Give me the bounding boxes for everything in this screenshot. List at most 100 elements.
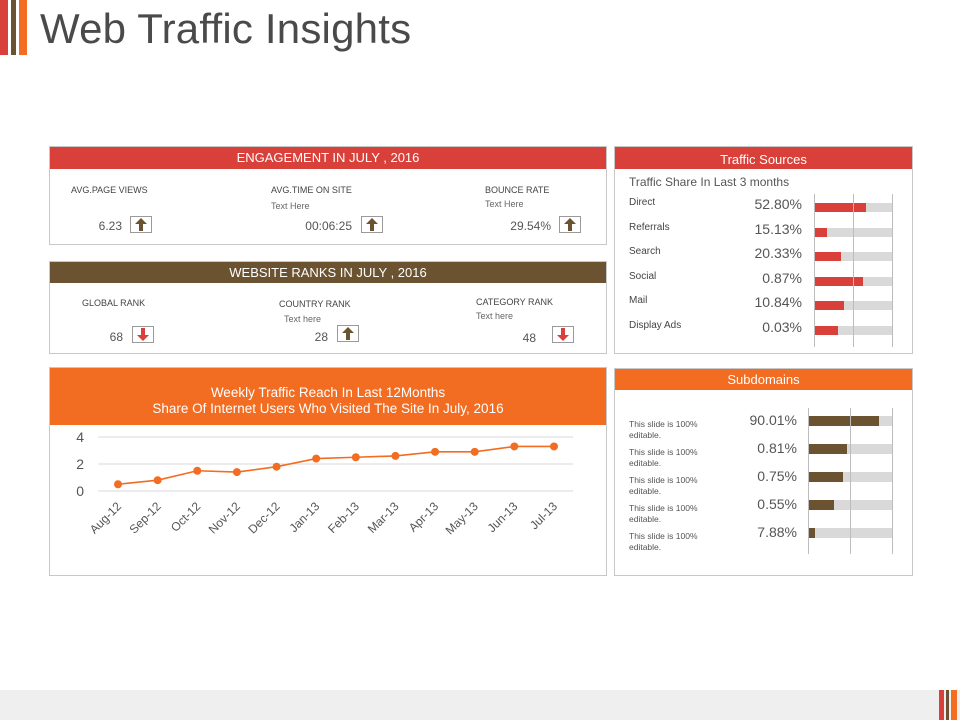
subdomain-label: This slide is 100% editable. [629,531,698,552]
traffic-source-label: Mail [629,295,648,306]
x-tick-label: Jul-13 [527,499,560,532]
footer-accent-bar-2 [946,690,949,720]
kpi-sub: Text here [284,314,322,324]
kpi-value: 29.54% [510,219,551,233]
subdomain-value: 0.55% [757,496,797,512]
title-accent-bar-3 [19,0,27,55]
kpi-label: BOUNCE RATE [485,185,550,195]
traffic-source-label: Referrals [629,221,670,233]
subdomains-panel: Subdomains This slide is 100% editable. 9… [614,368,913,576]
data-point [272,462,281,471]
traffic-source-bar [814,227,827,237]
subdomain-value: 90.01% [749,412,797,428]
engagement-header: ENGAGEMENT IN JULY , 2016 [50,147,606,169]
data-point [114,480,122,489]
x-tick-label: Oct-12 [168,499,204,535]
trend-up-icon [337,325,359,342]
trend-up-icon [559,216,581,233]
title-accent-bar-2 [11,0,16,55]
traffic-source-label: Display Ads [629,319,682,331]
kpi-value: 68 [109,330,123,344]
subdomain-bar [808,416,879,426]
subdomain-bar [808,472,843,482]
subdomain-label: This slide is 100% editable. [629,447,698,468]
bar-gridline [814,194,815,347]
y-tick-label: 2 [76,456,84,472]
series-line [117,445,554,486]
y-tick-label: 0 [76,483,84,499]
kpi-value: 48 [522,331,536,345]
engagement-panel: ENGAGEMENT IN JULY , 2016 AVG.PAGE VIEWS… [49,146,607,245]
chart-title-line-1: Weekly Traffic Reach In Last 12Months [210,385,446,400]
subdomain-bar [808,500,834,510]
weekly-traffic-panel: Weekly Traffic Reach In Last 12Months Sh… [49,367,607,576]
kpi-value: 00:06:25 [305,219,352,233]
kpi-sub: Text Here [271,201,310,211]
traffic-source-value: 15.13% [754,220,802,237]
traffic-source-bar [814,252,841,261]
trend-down-icon [132,326,154,343]
kpi-value: 6.23 [98,219,122,233]
weekly-traffic-line-chart: 0 2 4 Aug-12 Sep-12 Oct-12 Nov-12 Dec-12 Jan-13 F… [76,429,573,537]
traffic-source-bar [814,203,866,212]
traffic-source-bar [814,325,838,335]
x-tick-label: Jan-13 [286,499,322,535]
traffic-sources-subtitle: Traffic Share In Last 3 months [629,175,790,189]
bar-gridline [808,408,809,554]
traffic-source-value: 0.03% [762,318,802,335]
trend-down-icon [552,326,574,343]
data-point [153,476,162,485]
traffic-source-label: Search [629,246,661,257]
traffic-sources-header: Traffic Sources [615,147,912,169]
traffic-source-bar [814,301,844,310]
kpi-sub: Text Here [485,199,524,209]
subdomains-header: Subdomains [615,369,912,390]
traffic-source-value: 52.80% [754,196,802,212]
x-tick-label: Mar-13 [365,499,402,536]
x-tick-label: Sep-12 [126,499,163,536]
ranks-panel: WEBSITE RANKS IN JULY , 2016 GLOBAL RANK… [49,261,607,354]
data-point [351,453,360,462]
bar-gridline [850,408,851,554]
trend-up-icon [130,216,152,233]
traffic-source-label: Social [629,270,657,282]
kpi-value: 28 [314,330,328,344]
bar-gridline [892,408,893,554]
subdomain-bar [808,444,847,454]
subdomain-value: 0.75% [757,468,797,484]
page-title: Web Traffic Insights [40,5,412,52]
data-point [550,442,558,451]
traffic-source-value: 20.33% [754,245,802,261]
kpi-sub: Text here [476,311,514,321]
data-point [232,468,241,477]
traffic-source-bar [814,276,863,286]
kpi-label: COUNTRY RANK [279,299,351,309]
bar-gridline [892,194,893,347]
traffic-source-label: Direct [629,197,656,208]
data-point [470,447,479,456]
data-point [431,447,440,456]
traffic-source-value: 0.87% [762,269,802,286]
kpi-label: AVG.TIME ON SITE [271,185,352,195]
subdomain-bar [808,528,815,538]
x-tick-label: Apr-13 [406,499,442,535]
chart-title-line-2: Share Of Internet Users Who Visited The … [152,401,504,416]
x-tick-label: Jun-13 [485,499,521,535]
kpi-label: AVG.PAGE VIEWS [71,185,148,195]
data-point [312,454,321,463]
footer-accent-bar-1 [939,690,944,720]
traffic-sources-panel: Traffic Sources Traffic Share In Last 3 … [614,146,913,354]
x-tick-label: Dec-12 [245,499,282,536]
footer-accent-bar-3 [951,690,957,720]
kpi-label: CATEGORY RANK [476,297,554,307]
bar-gridline [853,194,854,347]
weekly-traffic-header: Weekly Traffic Reach In Last 12Months Sh… [50,368,606,425]
data-point [510,442,519,451]
x-tick-label: Feb-13 [325,499,362,536]
subdomain-value: 7.88% [757,524,797,540]
subdomain-label: This slide is 100% editable. [629,475,698,496]
subdomain-label: This slide is 100% editable. [629,503,698,524]
trend-up-icon [361,216,383,233]
kpi-label: GLOBAL RANK [82,298,146,308]
traffic-source-value: 10.84% [754,294,802,310]
